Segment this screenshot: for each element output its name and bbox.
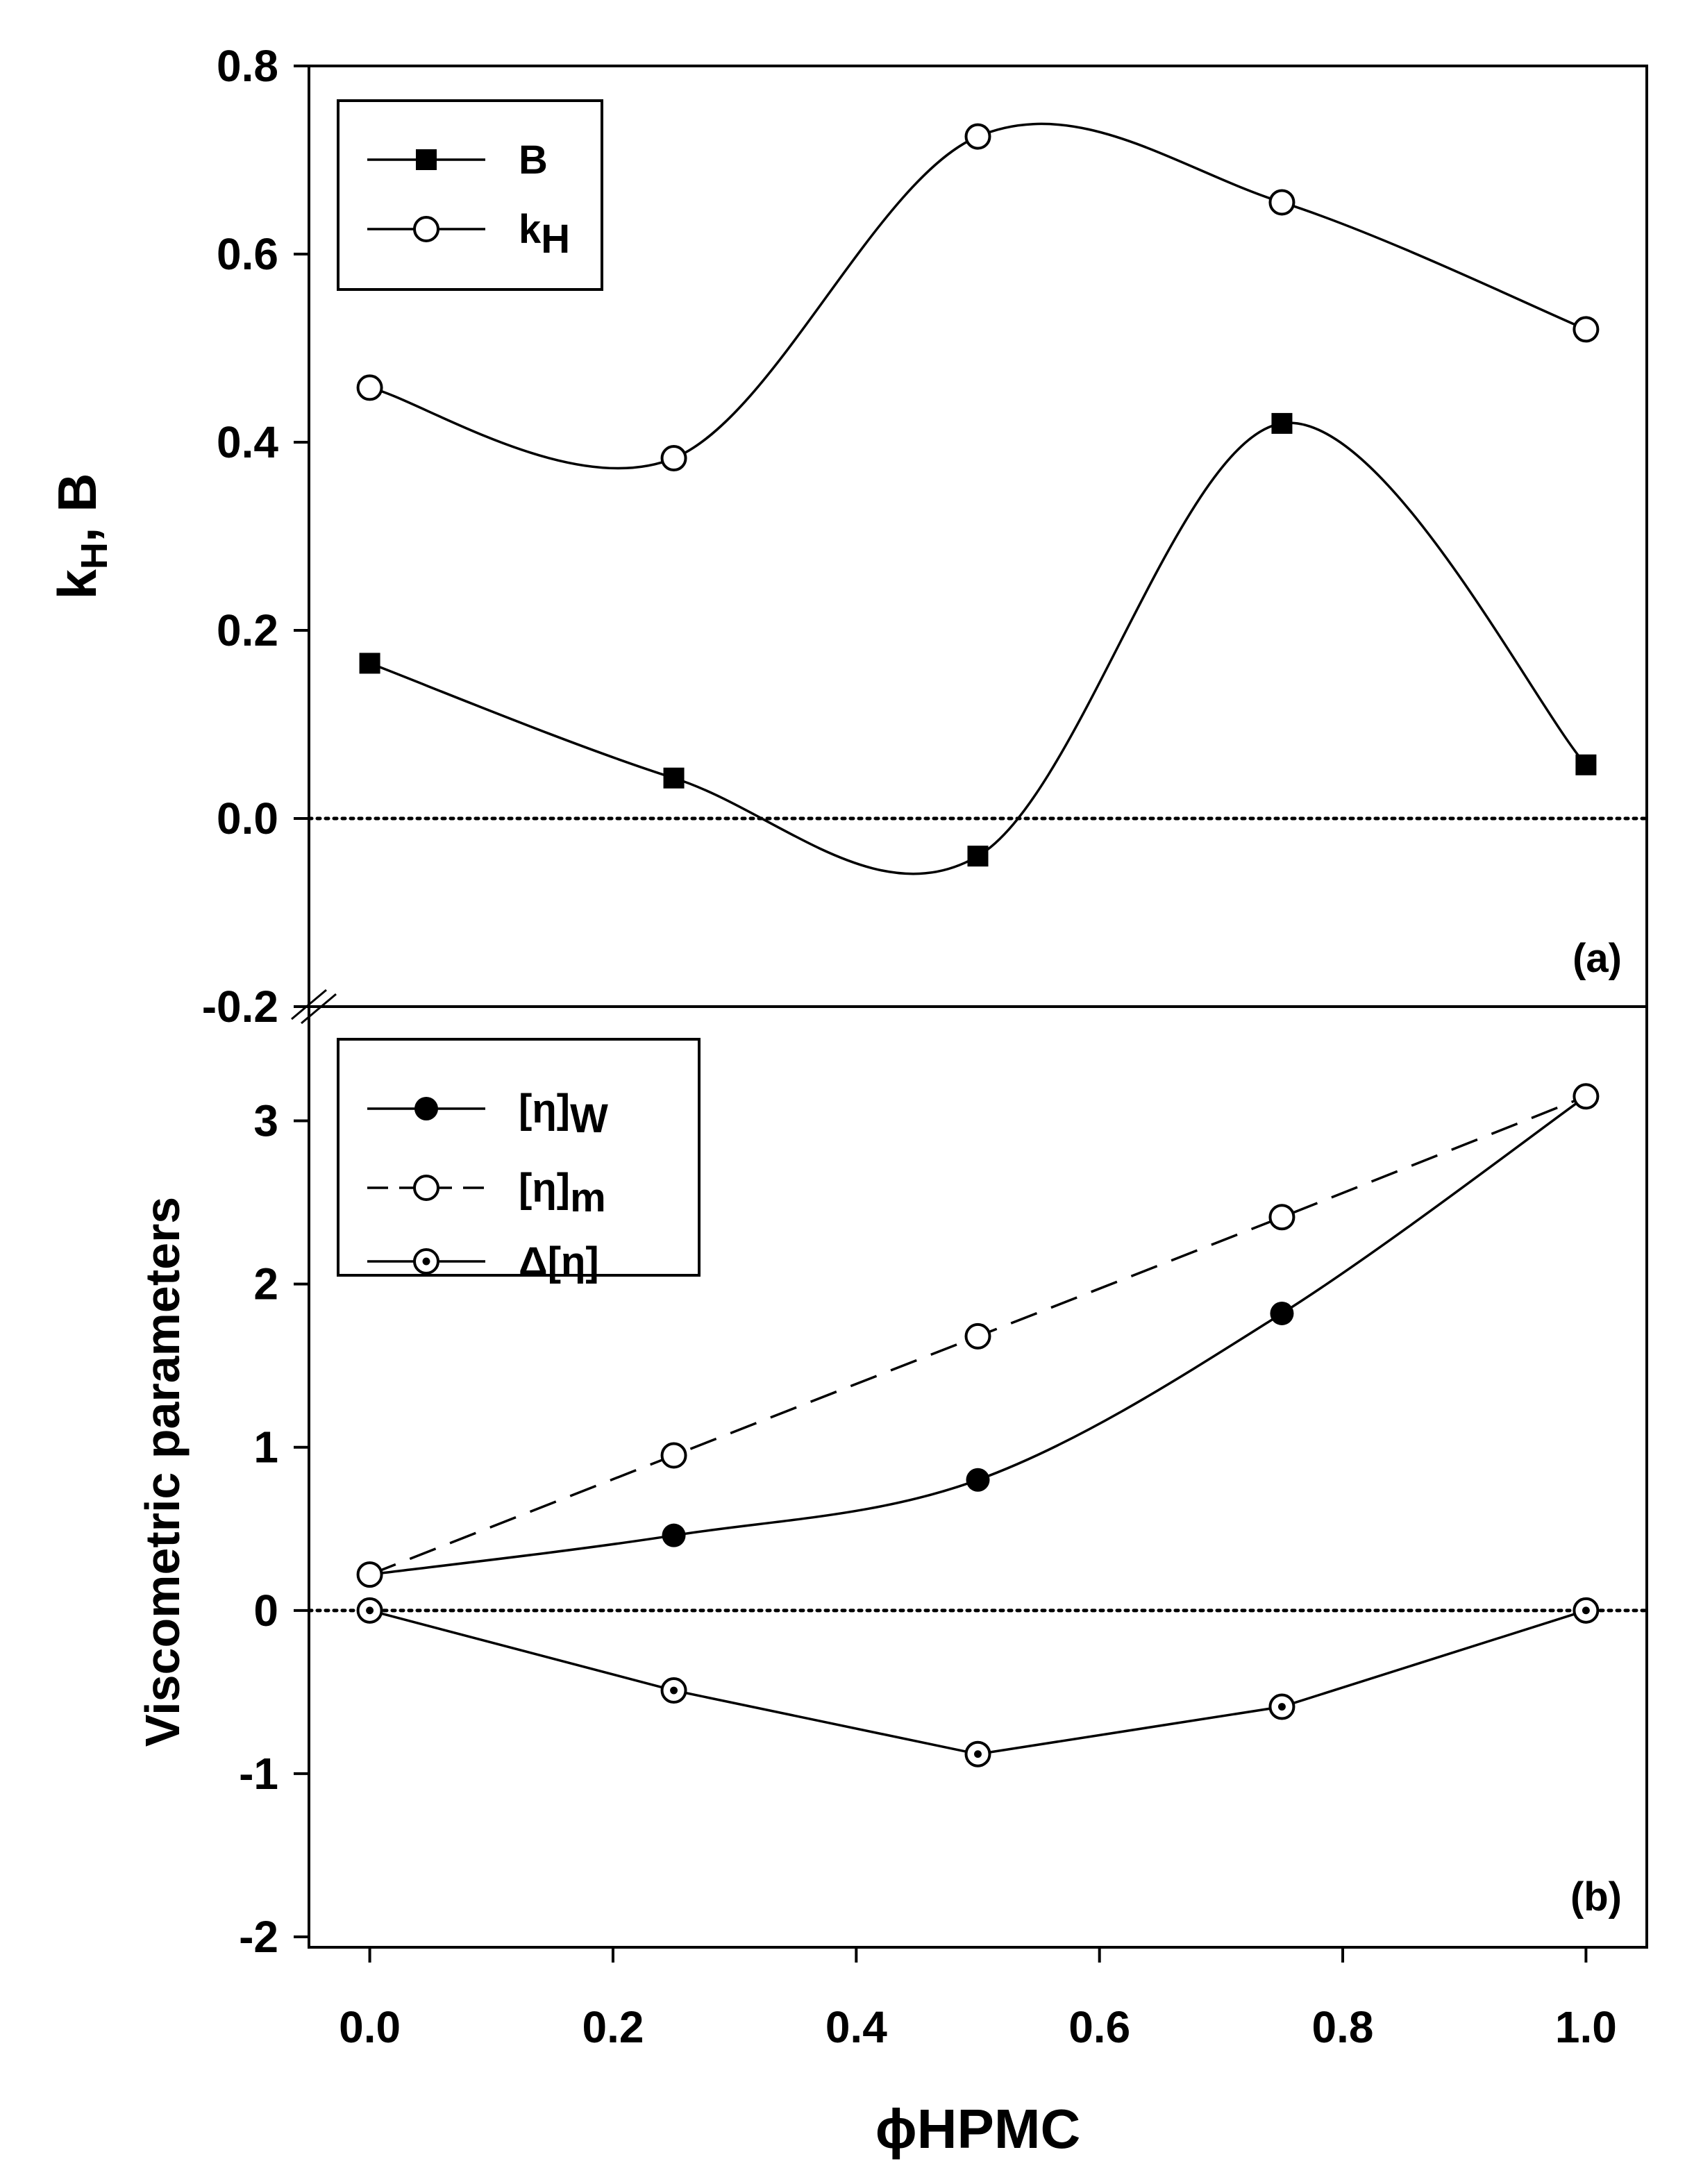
data-point bbox=[1573, 1597, 1600, 1624]
panel-b-tag: (b) bbox=[1570, 1874, 1622, 1920]
legend-marker bbox=[413, 1248, 439, 1275]
data-point bbox=[663, 767, 685, 789]
data-point bbox=[1573, 1083, 1600, 1110]
panel-a: -0.2 0.0 0.2 0.4 0.6 0.8 kH, B BkH (a) bbox=[47, 41, 1649, 1032]
panel-a-legend: BkH bbox=[337, 99, 603, 291]
panel-b-legend: [η]W [η]m Δ[η] bbox=[337, 1038, 701, 1284]
y-tick-label: -0.2 bbox=[202, 982, 278, 1032]
panel-a-series bbox=[356, 122, 1600, 875]
data-point bbox=[964, 123, 991, 150]
panel-b: -2 -1 0 1 2 3 0.0 0.2 0.4 0.6 0.8 1.0 Viscometric … bbox=[135, 1005, 1649, 2160]
y-tick-label: 2 bbox=[253, 1259, 278, 1309]
data-point bbox=[359, 653, 380, 674]
legend-label: [η]W bbox=[519, 1086, 608, 1141]
legend-marker bbox=[414, 1097, 438, 1120]
series-m bbox=[356, 1083, 1600, 1588]
x-tick-label: 0.4 bbox=[825, 2002, 887, 2052]
axis-break-mark bbox=[291, 989, 337, 1025]
data-point bbox=[966, 1468, 990, 1492]
y-tick-label: 0.8 bbox=[217, 41, 278, 91]
data-point bbox=[356, 374, 383, 401]
legend-item: [η]W bbox=[367, 1086, 608, 1141]
legend-box bbox=[337, 99, 603, 291]
data-point bbox=[1573, 316, 1600, 343]
legend-label: kH bbox=[519, 207, 570, 262]
data-point bbox=[1268, 189, 1295, 216]
x-tick-label: 0.0 bbox=[339, 2002, 401, 2052]
axis-break-line bbox=[291, 989, 327, 1020]
legend-marker bbox=[416, 149, 437, 170]
x-tick-label: 0.6 bbox=[1068, 2002, 1130, 2052]
series-line-series2 bbox=[369, 1609, 1586, 1756]
y-tick-label: 0.2 bbox=[217, 605, 278, 655]
series-line-b bbox=[369, 421, 1587, 875]
panel-a-y-axis: -0.2 0.0 0.2 0.4 0.6 0.8 bbox=[202, 41, 309, 1032]
legend-label: [η]m bbox=[519, 1166, 606, 1220]
x-tick-label: 0.8 bbox=[1312, 2002, 1374, 2052]
series-b bbox=[359, 412, 1597, 875]
series-kh bbox=[356, 122, 1600, 472]
legend-marker bbox=[413, 1175, 439, 1201]
data-point bbox=[662, 1523, 686, 1547]
legend-marker bbox=[413, 216, 439, 242]
y-tick-label: 0.6 bbox=[217, 229, 278, 279]
data-point bbox=[1575, 754, 1597, 775]
panel-a-tag: (a) bbox=[1573, 936, 1622, 981]
data-point bbox=[356, 1597, 383, 1624]
panel-b-y-axis: -2 -1 0 1 2 3 bbox=[239, 1096, 309, 1962]
series-line-kh bbox=[369, 122, 1587, 470]
x-axis-title: ϕHPMC bbox=[875, 2098, 1081, 2160]
y-tick-label: 1 bbox=[253, 1422, 278, 1472]
data-point bbox=[967, 846, 989, 867]
legend-item: kH bbox=[367, 207, 570, 262]
y-tick-label: -2 bbox=[239, 1912, 278, 1962]
y-tick-label: 3 bbox=[253, 1096, 278, 1146]
axis-break-line bbox=[301, 993, 337, 1025]
data-point bbox=[660, 1677, 687, 1704]
data-point bbox=[660, 1442, 687, 1469]
x-tick-label: 0.2 bbox=[582, 2002, 644, 2052]
y-tick-label: -1 bbox=[239, 1749, 278, 1799]
y-tick-label: 0.4 bbox=[217, 417, 278, 467]
panel-b-frame bbox=[308, 1005, 1648, 1949]
legend-item: B bbox=[367, 137, 548, 183]
legend-item: Δ[η] bbox=[367, 1239, 599, 1284]
series-series2 bbox=[356, 1597, 1600, 1767]
panel-a-y-axis-title: kH, B bbox=[47, 473, 115, 599]
data-point bbox=[1268, 1693, 1295, 1720]
legend-label: Δ[η] bbox=[519, 1239, 599, 1284]
data-point bbox=[964, 1322, 991, 1350]
legend-box bbox=[337, 1038, 701, 1277]
y-tick-label: 0 bbox=[253, 1586, 278, 1636]
panel-b-series bbox=[356, 1083, 1600, 1767]
x-tick-label: 1.0 bbox=[1555, 2002, 1617, 2052]
legend-item: [η]m bbox=[367, 1166, 606, 1220]
data-point bbox=[1268, 1204, 1295, 1231]
data-point bbox=[356, 1561, 383, 1588]
data-point bbox=[660, 445, 687, 472]
x-axis: 0.0 0.2 0.4 0.6 0.8 1.0 bbox=[339, 1947, 1617, 2052]
data-point bbox=[1270, 1301, 1294, 1325]
legend-label: B bbox=[519, 137, 548, 183]
data-point bbox=[1271, 412, 1293, 434]
panel-b-y-axis-title: Viscometric parameters bbox=[135, 1197, 190, 1747]
y-tick-label: 0.0 bbox=[217, 793, 278, 843]
data-point bbox=[964, 1740, 991, 1767]
